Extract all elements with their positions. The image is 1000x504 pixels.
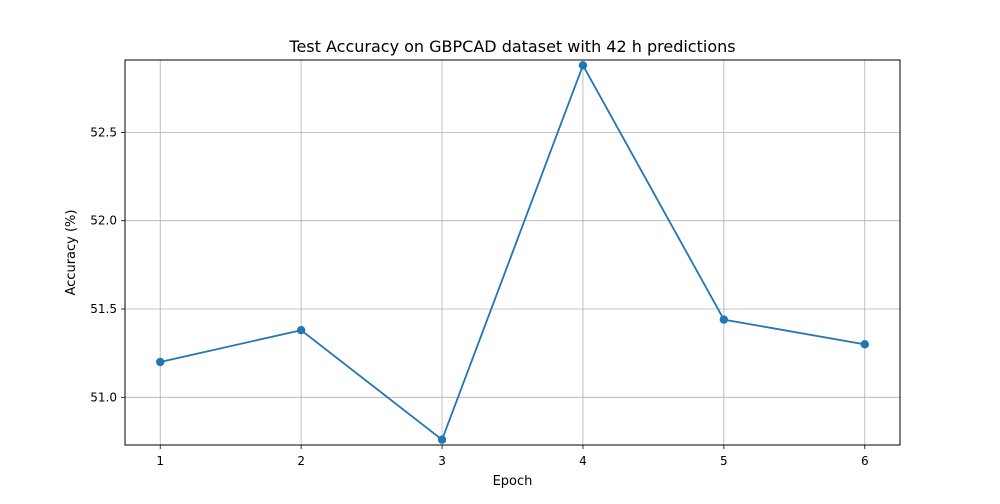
- y-axis-label: Accuracy (%): [64, 210, 79, 296]
- x-tick-label: 5: [720, 454, 728, 468]
- x-tick-label: 3: [438, 454, 446, 468]
- y-tick-label: 51.0: [90, 390, 117, 404]
- x-tick-label: 2: [297, 454, 305, 468]
- grid-layer: [125, 60, 900, 445]
- series-line: [160, 64, 865, 441]
- data-point-marker: [719, 315, 729, 324]
- data-point-marker: [437, 435, 447, 444]
- data-point-marker: [156, 357, 165, 367]
- data-point-marker: [578, 61, 588, 70]
- series-layer: [156, 61, 869, 444]
- x-axis-label: Epoch: [493, 474, 533, 489]
- x-tick-label: 6: [861, 454, 869, 468]
- data-point-marker: [860, 340, 869, 349]
- plot-frame: [124, 59, 901, 446]
- chart-title: Test Accuracy on GBPCAD dataset with 42 …: [288, 37, 735, 56]
- x-tick-label: 1: [156, 454, 164, 468]
- x-tick-label: 4: [579, 454, 587, 468]
- y-tick-label: 52.0: [90, 214, 117, 228]
- data-point-marker: [296, 326, 306, 335]
- x-axis-ticks: 1 2 3 4 5 6: [156, 445, 869, 468]
- y-axis-ticks: 51.0 51.5 52.0 52.5: [90, 125, 125, 404]
- y-tick-label: 52.5: [90, 125, 117, 139]
- y-tick-label: 51.5: [90, 302, 117, 316]
